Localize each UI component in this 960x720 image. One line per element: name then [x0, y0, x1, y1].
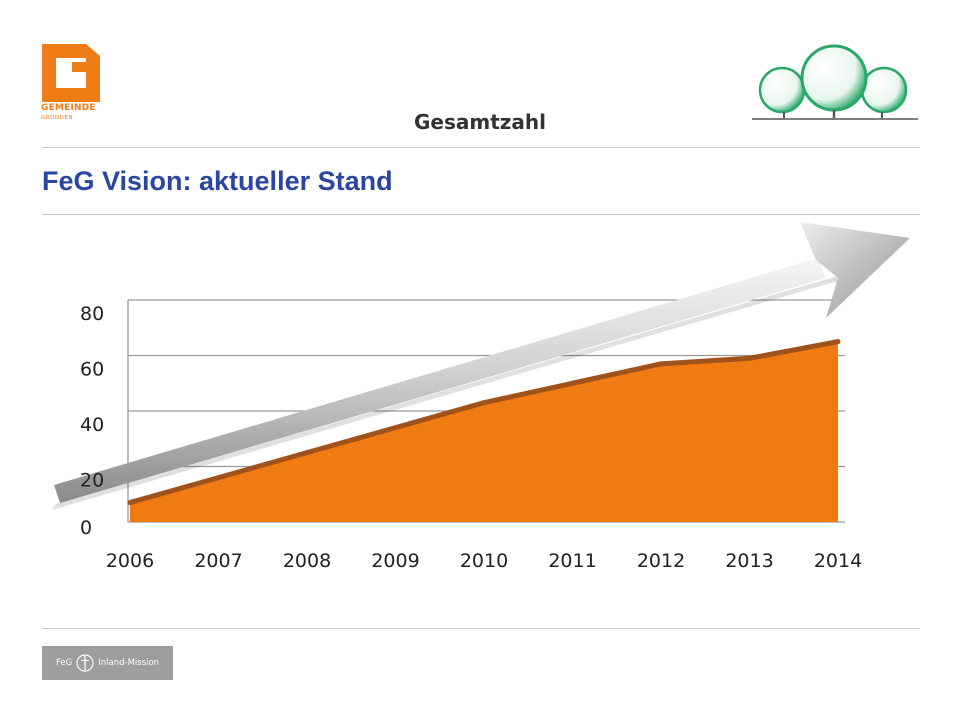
trend-arrow-shadow — [52, 249, 870, 510]
y-tick-label-0: 0 — [80, 517, 92, 539]
y-tick-label-40: 40 — [80, 414, 104, 436]
trend-arrow-body — [54, 258, 826, 503]
data-point-2007 — [216, 475, 221, 481]
x-tick-label-2013: 2013 — [725, 550, 773, 572]
x-tick-label-2012: 2012 — [637, 550, 685, 572]
x-tick-label-2008: 2008 — [283, 550, 331, 572]
logo-left-subtitle: GRÜNDEN — [41, 115, 74, 121]
data-point-2014 — [835, 339, 841, 345]
trend-arrow-head — [800, 222, 910, 318]
heading-divider — [42, 214, 920, 215]
data-point-2008 — [304, 450, 310, 456]
x-tick-label-2010: 2010 — [460, 550, 508, 572]
gemeinde-gruenden-logo-icon — [42, 44, 100, 102]
y-tick-label-80: 80 — [80, 303, 104, 325]
x-tick-label-2007: 2007 — [194, 550, 242, 572]
feg-inland-mission-logo: FeG Inland-Mission — [42, 646, 173, 680]
footer-logo-left: FeG — [56, 658, 73, 668]
y-tick-label-60: 60 — [80, 359, 104, 381]
chart-title: Gesamtzahl — [413, 110, 546, 134]
x-tick-label-2009: 2009 — [371, 550, 419, 572]
x-tick-label-2006: 2006 — [106, 550, 154, 572]
slide-heading: FeG Vision: aktueller Stand — [42, 166, 393, 196]
x-tick-label-2014: 2014 — [814, 550, 862, 572]
data-point-2009 — [393, 425, 398, 431]
header-divider — [42, 147, 920, 148]
data-point-2012 — [658, 361, 664, 367]
series-area — [130, 341, 838, 522]
x-tick-label-2011: 2011 — [548, 550, 596, 572]
footer-divider — [42, 628, 920, 629]
cross-icon — [76, 654, 94, 672]
y-tick-label-20: 20 — [80, 470, 104, 492]
data-point-2011 — [570, 380, 575, 386]
data-point-2006 — [127, 500, 133, 506]
trees-logo-icon — [752, 44, 918, 120]
logo-left-name: GEMEINDE — [41, 103, 96, 113]
footer-logo-right: Inland-Mission — [98, 658, 160, 668]
data-point-2010 — [481, 400, 487, 406]
data-point-2013 — [747, 355, 752, 361]
